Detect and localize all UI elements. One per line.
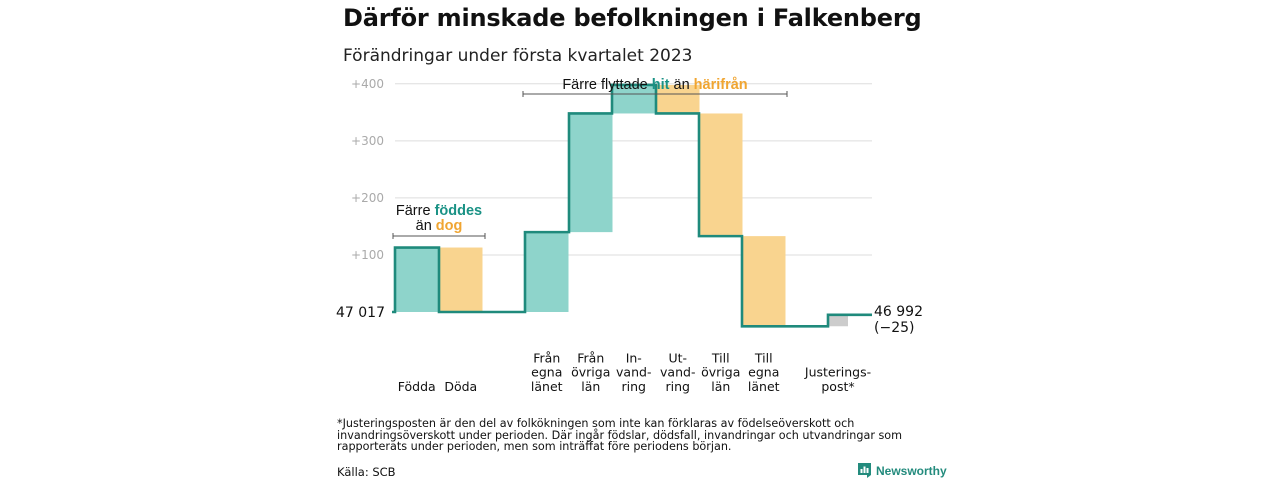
annotation-text-part: hit	[652, 77, 670, 93]
waterfall-bar-6	[656, 84, 700, 114]
category-label-line: Födda	[398, 379, 436, 394]
category-label: Från egna länet	[531, 350, 563, 394]
category-label-line: Till	[711, 350, 730, 365]
footnote: *Justeringsposten är den del av folkökni…	[337, 417, 903, 453]
annotation-text-part: än	[669, 77, 693, 93]
category-label-line: egna	[748, 365, 779, 380]
annotation-migration: Färre flyttade hit än härifrån	[562, 77, 747, 93]
annotation-text-part: dog	[436, 218, 463, 234]
category-label-line: vand-	[616, 365, 651, 380]
category-label-line: Från	[577, 350, 604, 365]
chart-title: Därför minskade befolkningen i Falkenber…	[343, 4, 922, 32]
category-label-line: In-	[626, 350, 642, 365]
category-label-line: ring	[666, 379, 690, 394]
category-label-line: länet	[531, 379, 563, 394]
bar-chart-icon	[858, 463, 871, 478]
start-value-label: 47 017	[336, 305, 385, 321]
annotation-text-part: föddes	[435, 203, 483, 219]
category-label: Födda	[398, 379, 436, 394]
category-label: Till egna länet	[748, 350, 780, 394]
category-label-line: Justerings-	[804, 365, 871, 380]
waterfall-bar-5	[612, 84, 656, 114]
waterfall-bar-3	[525, 232, 569, 312]
cumulative-line	[392, 83, 872, 328]
category-label-line: Till	[754, 350, 773, 365]
category-label-line: övriga	[701, 365, 740, 380]
category-label: In-vand-ring	[616, 350, 651, 394]
annotation-births-line2: än dog	[416, 218, 463, 234]
y-tick-label: +200	[351, 191, 384, 205]
category-label-line: övriga	[571, 365, 610, 380]
brand-name: Newsworthy	[876, 463, 947, 478]
category-label-line: vand-	[660, 365, 695, 380]
annotation-text-part: Färre flyttade	[562, 77, 651, 93]
annotation-births-line1: Färre föddes	[396, 203, 482, 219]
annotation-text-part: härifrån	[694, 77, 748, 93]
waterfall-bar-8	[742, 236, 786, 327]
category-label: Döda	[444, 379, 477, 394]
waterfall-bar-1	[395, 247, 439, 312]
category-label: Från övriga län	[571, 350, 610, 394]
category-label-line: post*	[821, 379, 854, 394]
y-tick-label: +300	[351, 134, 384, 148]
chart-subtitle: Förändringar under första kvartalet 2023	[343, 46, 693, 66]
annotation-text-part: än	[416, 218, 436, 234]
annotation-text-part: Färre	[396, 203, 435, 219]
category-label-line: län	[711, 379, 730, 394]
category-label-line: Från	[533, 350, 560, 365]
category-label: Till övriga län	[701, 350, 740, 394]
category-label: Ut-vand-ring	[660, 350, 695, 394]
end-value-label: 46 992	[874, 304, 923, 320]
y-tick-label: +400	[351, 77, 384, 91]
category-label-line: Ut-	[668, 350, 687, 365]
waterfall-bar-2	[439, 247, 483, 312]
y-tick-label: +100	[351, 248, 384, 262]
brand[interactable]: Newsworthy	[858, 463, 947, 478]
category-label-line: Döda	[444, 379, 477, 394]
category-label: Justerings-post*	[804, 365, 871, 394]
waterfall-bar-4	[569, 113, 613, 233]
waterfall-bar-9	[828, 314, 848, 327]
source-label: Källa: SCB	[337, 465, 396, 479]
end-change-label: (−25)	[874, 320, 914, 336]
category-label-line: län	[581, 379, 600, 394]
category-label-line: egna	[531, 365, 562, 380]
category-label-line: ring	[622, 379, 646, 394]
waterfall-bar-7	[699, 113, 743, 237]
category-label-line: länet	[748, 379, 780, 394]
